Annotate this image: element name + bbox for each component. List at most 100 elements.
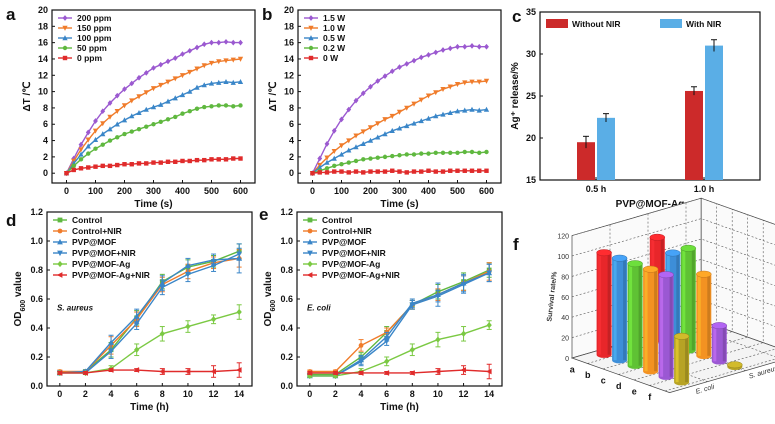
data-point [187, 158, 192, 164]
data-point [71, 167, 76, 173]
y-tick-label: 18 [284, 21, 294, 31]
data-point [209, 157, 214, 162]
category-label: e [632, 386, 637, 396]
y-tick-label: 0.4 [280, 323, 293, 333]
z-tick-label: 60 [561, 295, 569, 302]
data-point [209, 39, 214, 46]
data-point [448, 168, 453, 173]
legend-label: Control+NIR [322, 226, 372, 236]
data-point [324, 170, 330, 175]
data-point [231, 104, 236, 109]
category-label: a [570, 364, 576, 374]
bar-shadow [685, 336, 689, 383]
data-point [331, 148, 337, 155]
legend-marker [62, 25, 68, 31]
data-point [143, 90, 149, 96]
bar-top [649, 233, 666, 241]
data-point [107, 163, 113, 169]
legend-label: PVP@MOF-Ag [322, 259, 380, 269]
legend-marker [307, 238, 313, 245]
data-point [353, 169, 359, 174]
data-point [433, 169, 438, 174]
y-tick-label: 0.6 [280, 294, 293, 304]
data-point [375, 169, 380, 174]
data-point [187, 108, 192, 114]
bar-3d [658, 271, 674, 380]
data-point [367, 125, 374, 131]
bar-shadow [707, 274, 711, 356]
data-point [411, 169, 417, 174]
x-tick-label: 12 [459, 389, 469, 399]
data-point [159, 368, 165, 375]
y-tick-label: 4 [289, 136, 294, 146]
legend-label: 50 ppm [77, 43, 107, 53]
bar-top [596, 249, 612, 257]
bar-top [711, 322, 728, 330]
data-point [78, 147, 84, 153]
series-line [309, 324, 490, 377]
data-point [129, 113, 135, 119]
y-tick-label: 12 [284, 70, 294, 80]
legend-marker [57, 228, 63, 234]
bar-shadow [623, 258, 627, 361]
panel-label-e: e [259, 205, 268, 224]
data-point [411, 101, 417, 107]
data-point [404, 152, 409, 157]
data-point [433, 113, 439, 119]
legend-label: 1.0 W [323, 23, 346, 33]
data-point [486, 368, 492, 375]
legend-label: 1.5 W [323, 13, 346, 23]
data-point [382, 73, 388, 79]
data-point [231, 156, 236, 161]
y-tick-label: 2 [289, 152, 294, 162]
panel-label-c: c [512, 7, 521, 26]
x-tick-label: 6 [384, 389, 389, 399]
bar-shadow [607, 252, 611, 355]
data-point [158, 119, 163, 124]
data-point [144, 124, 149, 129]
data-point [367, 137, 374, 143]
data-point [158, 160, 163, 165]
series-line [309, 270, 490, 373]
y-tick-label: 0.0 [280, 381, 293, 391]
category-label: f [648, 392, 652, 402]
data-point [462, 107, 468, 113]
data-point [476, 107, 482, 113]
data-point [179, 73, 186, 79]
x-tick-label: 600 [479, 186, 494, 196]
z-tick-label: 100 [557, 254, 569, 261]
x-tick-label: 600 [233, 186, 248, 196]
data-point [78, 166, 84, 171]
chart-a: 0 100 200 300 400 500 600 0 2 4 6 8 10 12 14 16 18 20 Time… [22, 5, 256, 210]
legend: ControlControl+NIRPVP@MOFPVP@MOF+NIRPVP@… [303, 215, 400, 280]
data-point [194, 66, 200, 72]
data-point [486, 321, 492, 329]
legend-marker [56, 272, 63, 278]
x-tick-label: 2 [83, 389, 88, 399]
data-point [238, 156, 243, 161]
data-point [375, 134, 381, 140]
data-point [136, 74, 142, 81]
data-point [158, 82, 164, 88]
data-point [208, 60, 215, 66]
data-point [236, 367, 242, 373]
data-point [397, 169, 402, 174]
data-point [404, 60, 410, 67]
data-point [460, 367, 466, 373]
x-axis-label: Time (h) [130, 402, 169, 413]
data-point [237, 78, 244, 85]
data-point [419, 151, 424, 156]
y-tick-label: 1.0 [30, 236, 43, 246]
data-point [389, 127, 395, 133]
data-point [339, 169, 344, 174]
z-tick-label: 40 [561, 315, 569, 322]
data-point [477, 168, 482, 173]
data-point [306, 370, 313, 376]
data-point [469, 149, 475, 155]
bar-top [658, 271, 674, 279]
data-point [389, 68, 395, 75]
bar-highlight [644, 269, 648, 372]
legend-label: 200 ppm [77, 13, 112, 23]
